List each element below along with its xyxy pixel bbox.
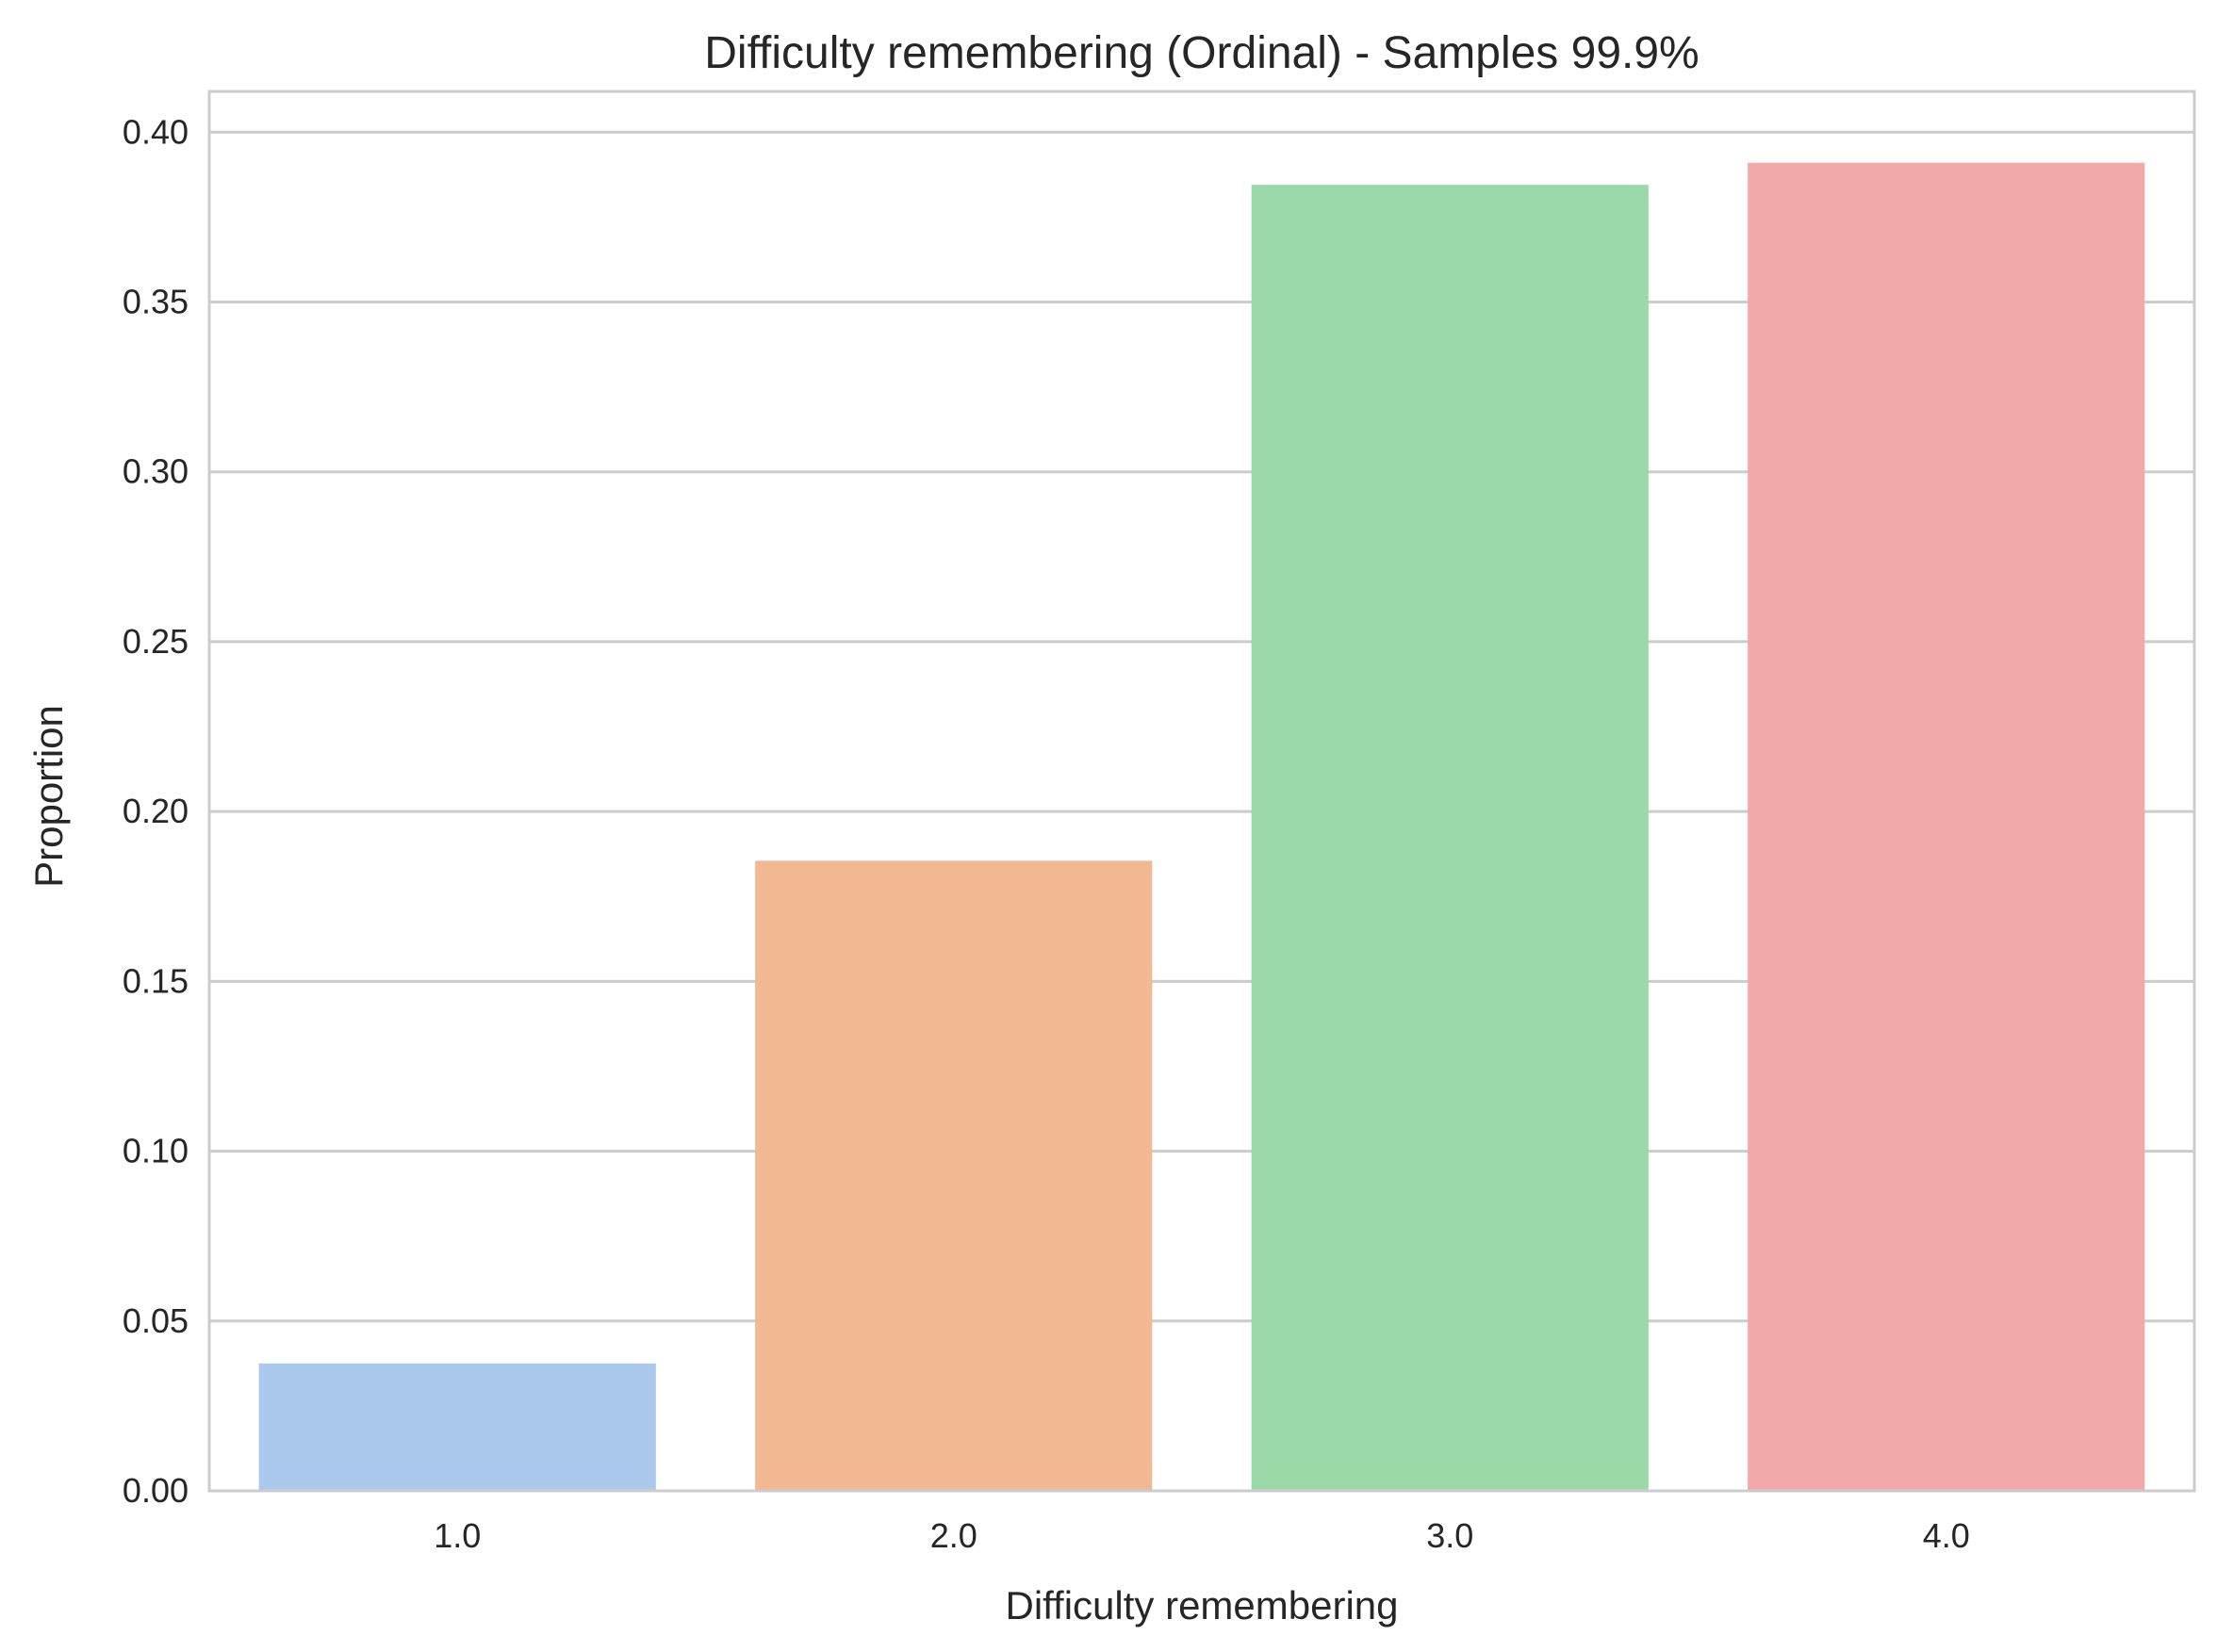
x-tick-label: 2.0 — [930, 1516, 977, 1555]
chart-title: Difficulty remembering (Ordinal) - Sampl… — [704, 28, 1699, 78]
y-tick-label: 0.10 — [123, 1132, 189, 1170]
y-tick-label: 0.20 — [123, 792, 189, 830]
x-tick-label: 4.0 — [1923, 1516, 1970, 1555]
x-tick-label: 3.0 — [1426, 1516, 1473, 1555]
x-axis-label: Difficulty remembering — [1005, 1583, 1398, 1627]
bar-3.0 — [1251, 185, 1649, 1492]
y-tick-label: 0.30 — [123, 452, 189, 491]
x-tick-labels: 1.0 2.0 3.0 4.0 — [434, 1516, 1970, 1555]
y-tick-labels: 0.00 0.05 0.10 0.15 0.20 0.25 0.30 0.35 0.40 — [123, 112, 189, 1510]
y-tick-label: 0.00 — [123, 1471, 189, 1510]
y-tick-label: 0.40 — [123, 112, 189, 151]
y-tick-label: 0.35 — [123, 282, 189, 320]
grid-lines — [209, 130, 2194, 1323]
bar-4.0 — [1748, 162, 2145, 1491]
y-tick-label: 0.05 — [123, 1301, 189, 1340]
y-tick-label: 0.25 — [123, 622, 189, 661]
bar-1.0 — [258, 1363, 656, 1491]
y-tick-label: 0.15 — [123, 961, 189, 1000]
plot-frame — [207, 90, 2196, 1493]
bars — [258, 162, 2145, 1492]
x-tick-label: 1.0 — [434, 1516, 481, 1555]
y-axis-label: Proportion — [26, 705, 71, 888]
bar-2.0 — [755, 860, 1153, 1491]
